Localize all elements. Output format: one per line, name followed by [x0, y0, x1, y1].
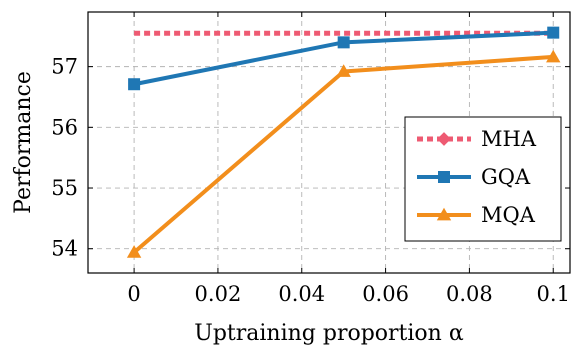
legend-label: GQA: [481, 165, 531, 189]
data-point: [338, 36, 350, 48]
x-tick-label: 0.06: [362, 282, 409, 306]
data-point: [547, 27, 559, 39]
x-tick-label: 0.02: [195, 282, 242, 306]
data-point: [128, 78, 140, 90]
x-tick-label: 0.04: [278, 282, 325, 306]
x-tick-label: 0.1: [537, 282, 570, 306]
y-tick-label: 56: [51, 115, 78, 139]
legend-label: MHA: [481, 127, 537, 151]
series-gqa: [128, 27, 559, 91]
y-axis-label: Performance: [11, 71, 36, 214]
legend-label: MQA: [481, 203, 536, 227]
x-tick-label: 0: [127, 282, 140, 306]
y-tick-label: 54: [51, 237, 78, 261]
x-axis-label: Uptraining proportion α: [194, 321, 464, 346]
data-point: [438, 171, 450, 183]
legend: MHA GQA MQA: [405, 117, 561, 241]
x-tick-label: 0.08: [446, 282, 493, 306]
y-tick-label: 57: [51, 55, 78, 79]
y-tick-label: 55: [51, 176, 78, 200]
